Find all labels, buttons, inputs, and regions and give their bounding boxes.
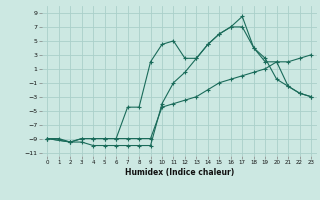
X-axis label: Humidex (Indice chaleur): Humidex (Indice chaleur) (124, 168, 234, 177)
